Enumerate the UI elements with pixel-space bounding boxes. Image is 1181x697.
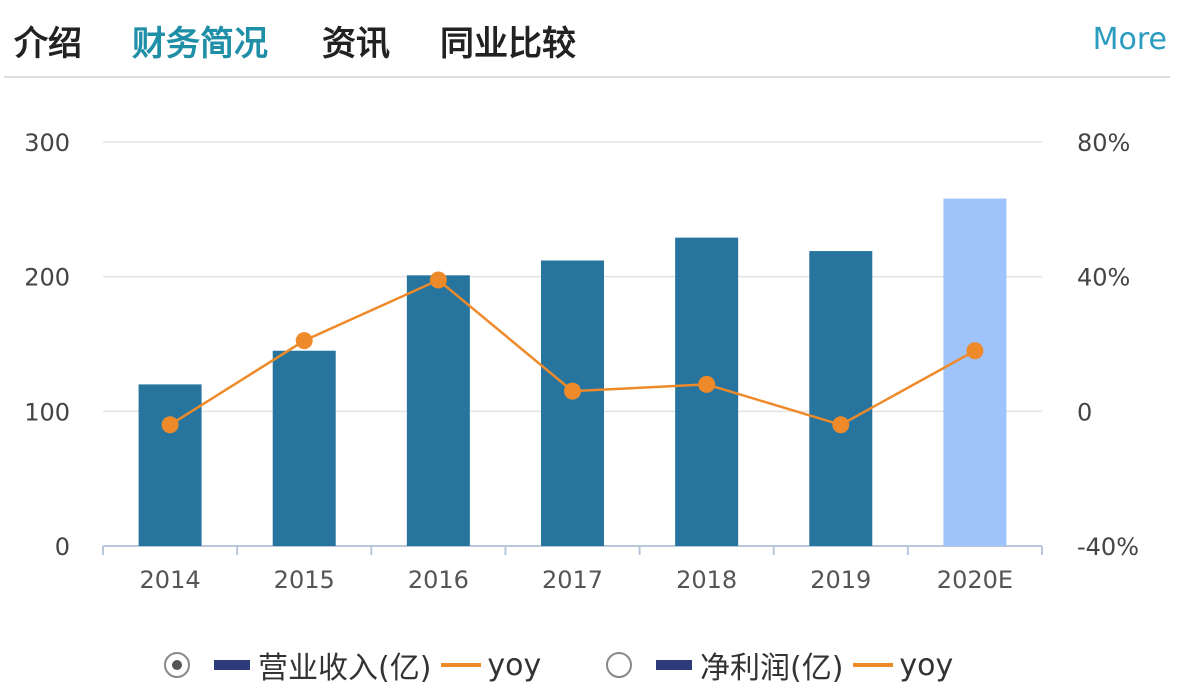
yoy-point-2014 — [161, 416, 179, 434]
legend-group-net-profit[interactable]: 净利润(亿) yoy — [606, 640, 953, 690]
net-profit-radio[interactable] — [606, 652, 632, 678]
yoy-point-2016 — [429, 271, 447, 289]
right-tick-label: 0 — [1077, 398, 1092, 426]
tab-divider — [4, 76, 1170, 78]
net-profit-yoy-label: yoy — [899, 647, 954, 683]
more-link[interactable]: More — [1092, 22, 1167, 57]
tab-bar: 介绍 财务简况 资讯 同业比较 More — [0, 0, 1181, 78]
x-tick-label: 2016 — [408, 566, 469, 594]
revenue-radio[interactable] — [164, 652, 190, 678]
x-tick-label: 2015 — [274, 566, 335, 594]
left-tick-label: 100 — [24, 398, 70, 426]
revenue-yoy-swatch — [441, 663, 482, 667]
yoy-point-2020e — [966, 342, 984, 360]
yoy-point-2018 — [698, 375, 716, 393]
tab-news[interactable]: 资讯 — [322, 24, 390, 64]
bar-2017 — [541, 260, 604, 546]
right-tick-label: 80% — [1077, 129, 1130, 157]
yoy-point-2017 — [564, 382, 581, 400]
left-tick-label: 300 — [24, 129, 70, 157]
bar-2015 — [272, 350, 336, 546]
left-tick-label: 0 — [55, 533, 70, 561]
right-tick-label: -40% — [1077, 533, 1139, 561]
yoy-point-2015 — [295, 332, 313, 350]
bar-2014 — [138, 384, 202, 546]
revenue-legend-label: 营业收入(亿) — [258, 651, 432, 686]
x-tick-label: 2018 — [676, 566, 737, 594]
revenue-yoy-label: yoy — [487, 647, 542, 683]
x-tick-label: 2014 — [140, 566, 201, 594]
legend-group-revenue[interactable]: 营业收入(亿) yoy — [164, 640, 541, 690]
tab-financials[interactable]: 财务简况 — [132, 24, 268, 64]
financial-chart: 0 -40% 100 0 200 40% 300 80% 2014 2015 2016 2017 201… — [24, 129, 1139, 594]
net-profit-yoy-swatch — [853, 663, 894, 667]
revenue-bar-swatch — [214, 660, 250, 670]
tab-intro[interactable]: 介绍 — [14, 24, 82, 64]
x-tick-label: 2017 — [542, 566, 603, 594]
bar-2020e — [943, 198, 1007, 546]
bar-2019 — [809, 251, 873, 546]
bar-2016 — [406, 275, 470, 546]
x-tick-label: 2020E — [937, 566, 1013, 594]
left-tick-label: 200 — [24, 264, 70, 292]
x-tick-label: 2019 — [810, 566, 871, 594]
yoy-point-2019 — [832, 416, 850, 434]
right-tick-label: 40% — [1077, 264, 1130, 292]
tab-peer-comparison[interactable]: 同业比较 — [440, 24, 576, 64]
net-profit-bar-swatch — [656, 660, 692, 670]
net-profit-legend-label: 净利润(亿) — [700, 651, 844, 686]
legend: 营业收入(亿) yoy 净利润(亿) yoy — [0, 640, 1181, 690]
